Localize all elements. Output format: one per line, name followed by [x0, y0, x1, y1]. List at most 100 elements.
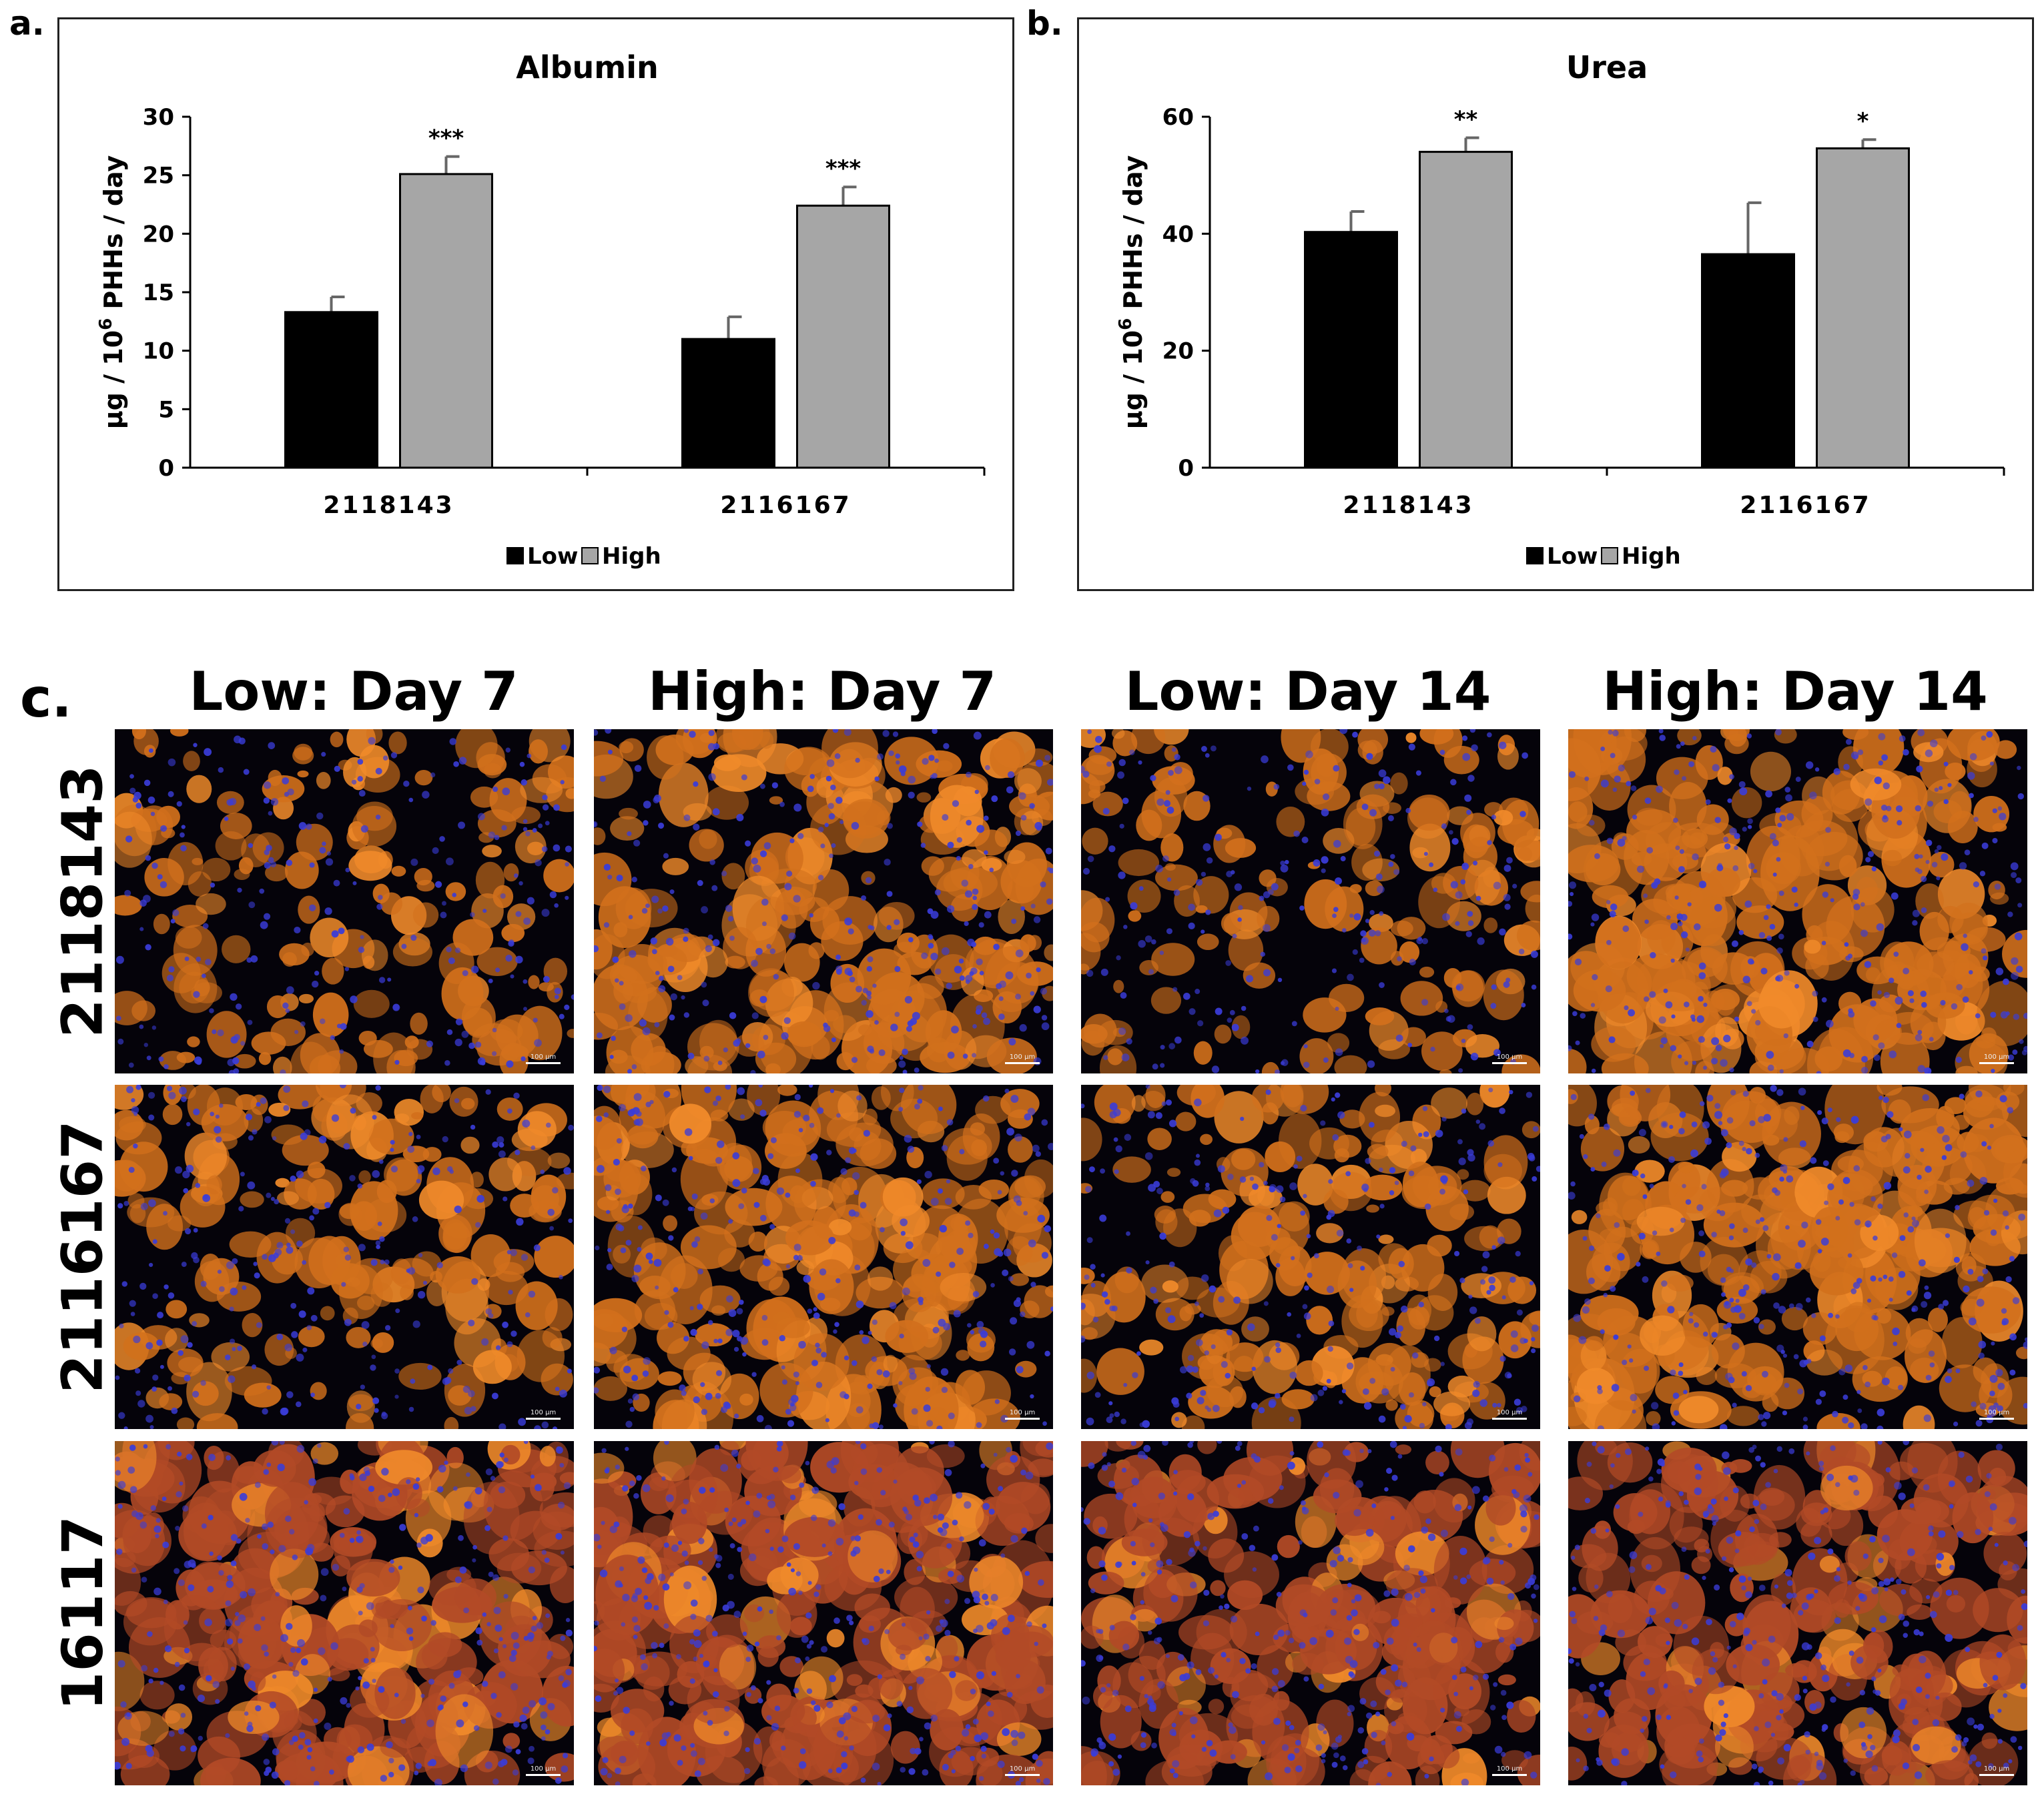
cell-texture	[594, 1085, 1053, 1429]
scale-bar: 100 μm	[526, 1765, 561, 1776]
legend-swatch-high	[1601, 547, 1618, 564]
x-tick-label: 2116167	[1740, 492, 1870, 519]
urea-chart-panel: Urea μg / 106 PHHs / day 0 20 40 60 2118143 211…	[1077, 17, 2034, 591]
significance-marker: ***	[825, 155, 862, 182]
legend-swatch-low	[506, 547, 524, 564]
panel-label-b: b.	[1026, 4, 1063, 43]
panel-label-c: c.	[20, 667, 72, 729]
column-header-low-day7: Low: Day 7	[189, 660, 519, 723]
cell-texture	[115, 729, 574, 1073]
y-tick-label: 15	[143, 280, 174, 306]
y-axis-label: μg / 106 PHHs / day	[1116, 155, 1148, 429]
scale-bar: 100 μm	[1492, 1053, 1527, 1064]
column-header-high-day14: High: Day 14	[1602, 660, 1988, 723]
bar-high	[399, 173, 493, 469]
bar-low	[1304, 231, 1398, 469]
y-tick-label: 20	[143, 221, 174, 248]
y-tick-label: 20	[1162, 338, 1194, 365]
scale-bar-label: 100 μm	[1009, 1409, 1036, 1416]
micrograph: 100 μm	[115, 729, 574, 1073]
scale-bar-label: 100 μm	[530, 1053, 557, 1061]
scale-bar-label: 100 μm	[530, 1409, 557, 1416]
chart-title: Urea	[1566, 49, 1648, 85]
legend-label-high: High	[602, 543, 661, 570]
micrograph: 100 μm	[1081, 729, 1540, 1073]
micrograph: 100 μm	[1081, 1085, 1540, 1429]
bar-high	[1816, 147, 1910, 469]
bar-low	[284, 311, 378, 469]
cell-texture	[1568, 1441, 2027, 1785]
cell-texture	[1568, 729, 2027, 1073]
albumin-chart: Albumin μg / 106 PHHs / day 0 5 10 15 20 25 30 21…	[96, 49, 986, 570]
scale-bar-label: 100 μm	[1983, 1053, 2010, 1061]
albumin-chart-panel: Albumin μg / 106 PHHs / day 0 5 10 15 20 25 30 21…	[57, 17, 1014, 591]
micrograph: 100 μm	[115, 1441, 574, 1785]
micrograph: 100 μm	[115, 1085, 574, 1429]
scale-bar: 100 μm	[1492, 1409, 1527, 1420]
micrograph: 100 μm	[594, 1441, 1053, 1785]
scale-bar: 100 μm	[1005, 1053, 1040, 1064]
scale-bar-label: 100 μm	[1496, 1053, 1523, 1061]
scale-bar-label: 100 μm	[1009, 1765, 1036, 1773]
scale-bar-label: 100 μm	[1496, 1409, 1523, 1416]
micrograph: 100 μm	[594, 1085, 1053, 1429]
cell-texture	[594, 729, 1053, 1073]
cell-texture	[1081, 729, 1540, 1073]
cell-texture	[1081, 1085, 1540, 1429]
cell-texture	[1568, 1085, 2027, 1429]
scale-bar: 100 μm	[526, 1409, 561, 1420]
scale-bar: 100 μm	[1979, 1765, 2014, 1776]
scale-bar-label: 100 μm	[1983, 1765, 2010, 1773]
legend-label-low: Low	[527, 543, 578, 570]
y-tick-label: 30	[143, 104, 174, 131]
y-tick-label: 40	[1162, 221, 1194, 248]
row-header-label: 2116167	[50, 1120, 116, 1394]
y-axis-label: μg / 106 PHHs / day	[96, 155, 128, 429]
significance-marker: **	[1454, 107, 1478, 133]
urea-chart: Urea μg / 106 PHHs / day 0 20 40 60 2118143 211…	[1116, 49, 2005, 570]
micrograph: 100 μm	[1081, 1441, 1540, 1785]
legend-swatch-high	[581, 547, 599, 564]
micrograph: 100 μm	[1568, 1441, 2027, 1785]
legend-swatch-low	[1526, 547, 1544, 564]
y-tick-label: 25	[143, 163, 174, 189]
bar-high	[1419, 151, 1513, 469]
y-tick-label: 0	[158, 455, 174, 482]
significance-marker: *	[1857, 108, 1869, 135]
x-tick-label: 2118143	[1343, 492, 1473, 519]
micrograph: 100 μm	[1568, 729, 2027, 1073]
legend-label-high: High	[1622, 543, 1681, 570]
scale-bar-label: 100 μm	[1496, 1765, 1523, 1773]
micrograph: 100 μm	[594, 729, 1053, 1073]
x-tick-label: 2118143	[323, 492, 454, 519]
scale-bar: 100 μm	[1005, 1409, 1040, 1420]
scale-bar-label: 100 μm	[1009, 1053, 1036, 1061]
scale-bar: 100 μm	[1979, 1409, 2014, 1420]
cell-texture	[594, 1441, 1053, 1785]
scale-bar: 100 μm	[1979, 1053, 2014, 1064]
bar-low	[1701, 253, 1795, 469]
panel-label-a: a.	[9, 4, 45, 43]
column-header-low-day14: Low: Day 14	[1124, 660, 1491, 723]
significance-marker: ***	[428, 125, 464, 152]
y-tick-label: 5	[158, 396, 174, 423]
column-header-high-day7: High: Day 7	[647, 660, 997, 723]
y-tick-label: 60	[1162, 104, 1194, 131]
scale-bar: 100 μm	[1005, 1765, 1040, 1776]
scale-bar-label: 100 μm	[530, 1765, 557, 1773]
x-tick-label: 2116167	[720, 492, 851, 519]
cell-texture	[1081, 1441, 1540, 1785]
scale-bar: 100 μm	[1492, 1765, 1527, 1776]
y-tick-label: 0	[1178, 455, 1194, 482]
cell-texture	[115, 1441, 574, 1785]
bar-high	[796, 204, 890, 469]
y-tick-label: 10	[143, 338, 174, 365]
chart-title: Albumin	[516, 49, 659, 85]
micrograph: 100 μm	[1568, 1085, 2027, 1429]
scale-bar: 100 μm	[526, 1053, 561, 1064]
cell-texture	[115, 1085, 574, 1429]
row-header-label: 2118143	[50, 765, 116, 1038]
scale-bar-label: 100 μm	[1983, 1409, 2010, 1416]
bar-low	[681, 338, 775, 469]
legend-label-low: Low	[1547, 543, 1598, 570]
